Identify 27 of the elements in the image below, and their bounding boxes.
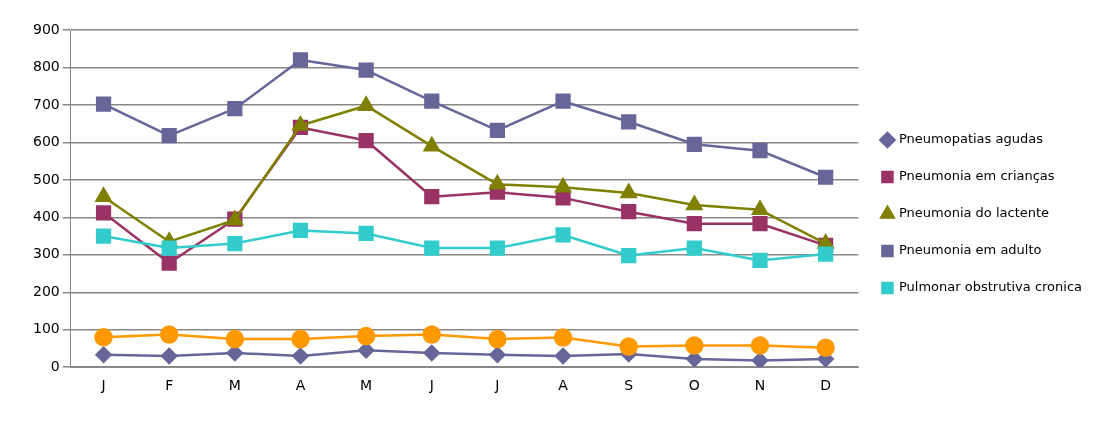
y-tick-label: 900 xyxy=(32,20,60,37)
y-tick-label: 700 xyxy=(32,95,60,112)
legend-label: Pneumonia em crianças xyxy=(898,168,1055,184)
x-tick-label: D xyxy=(820,377,832,394)
y-tick-label: 200 xyxy=(32,282,60,299)
x-tick-label: M xyxy=(228,377,241,394)
y-tick-label: 500 xyxy=(32,170,60,187)
x-tick-label: O xyxy=(688,377,700,394)
x-tick-label: J xyxy=(100,377,106,394)
x-tick-label: N xyxy=(754,377,766,394)
x-tick-label: F xyxy=(165,377,174,394)
legend-label: Pulmonar obstrutiva cronica xyxy=(898,279,1083,295)
legend-label: Pneumonia do lactente xyxy=(898,205,1050,221)
y-tick-label: 100 xyxy=(32,320,60,337)
y-tick-label: 400 xyxy=(32,207,60,224)
x-tick-label: A xyxy=(295,377,306,394)
legend-label: Pneumonia em adulto xyxy=(898,242,1042,258)
x-tick-label: A xyxy=(558,377,569,394)
y-tick-label: 300 xyxy=(32,245,60,262)
x-tick-label: J xyxy=(428,377,434,394)
y-tick-label: 0 xyxy=(50,357,60,374)
y-tick-label: 800 xyxy=(32,58,60,75)
y-tick-label: 600 xyxy=(32,133,60,150)
x-tick-label: M xyxy=(360,377,373,394)
x-tick-label: J xyxy=(494,377,500,394)
legend-label: Pneumopatias agudas xyxy=(898,131,1044,147)
x-tick-label: S xyxy=(624,377,634,394)
